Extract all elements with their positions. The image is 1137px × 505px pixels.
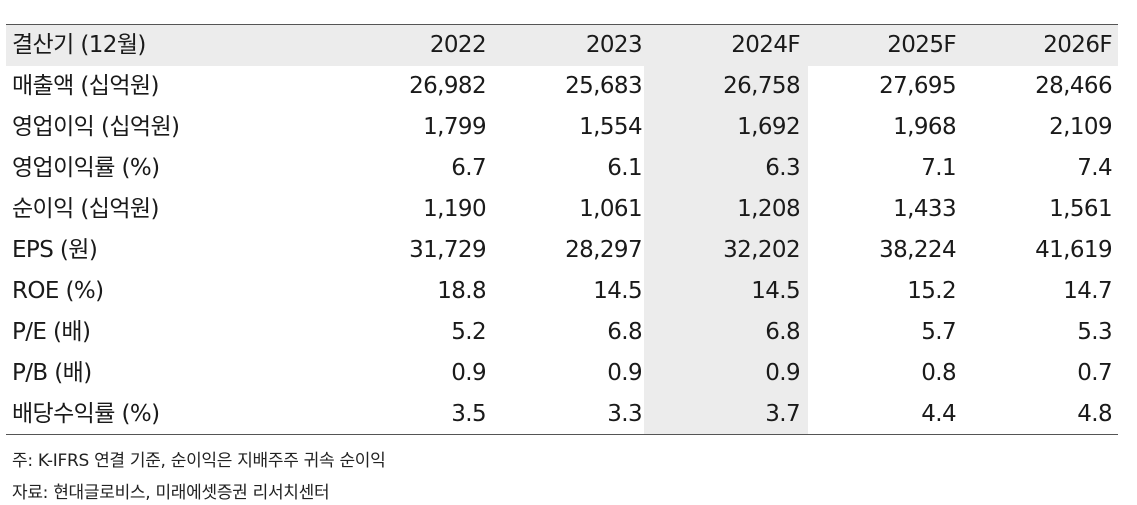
top-rule — [6, 24, 1118, 25]
row-label: P/E (배) — [12, 319, 91, 345]
table-row: P/E (배) 5.2 6.8 6.8 5.7 5.3 — [6, 312, 1118, 353]
row-value: 0.7 — [1077, 360, 1112, 386]
row-value: 31,729 — [409, 237, 486, 263]
highlighted-column-2024f — [644, 66, 808, 434]
row-value: 1,554 — [579, 114, 642, 140]
table-row: 순이익 (십억원) 1,190 1,061 1,208 1,433 1,561 — [6, 189, 1118, 230]
row-value: 4.4 — [921, 401, 956, 427]
row-value: 6.3 — [765, 155, 800, 181]
row-value: 14.5 — [751, 278, 800, 304]
row-label: P/B (배) — [12, 360, 92, 386]
header-year: 2024F — [731, 32, 800, 58]
row-value: 0.9 — [765, 360, 800, 386]
row-value: 6.7 — [451, 155, 486, 181]
row-value: 1,190 — [423, 196, 486, 222]
row-value: 1,061 — [579, 196, 642, 222]
row-value: 32,202 — [723, 237, 800, 263]
table-row: 영업이익률 (%) 6.7 6.1 6.3 7.1 7.4 — [6, 148, 1118, 189]
row-value: 5.3 — [1077, 319, 1112, 345]
row-label: 매출액 (십억원) — [12, 73, 159, 99]
row-value: 26,758 — [723, 73, 800, 99]
row-value: 0.8 — [921, 360, 956, 386]
row-value: 5.2 — [451, 319, 486, 345]
header-label: 결산기 (12월) — [12, 32, 146, 58]
row-value: 26,982 — [409, 73, 486, 99]
row-value: 1,433 — [893, 196, 956, 222]
row-value: 14.7 — [1063, 278, 1112, 304]
row-value: 3.3 — [607, 401, 642, 427]
row-value: 6.8 — [765, 319, 800, 345]
table-row: 매출액 (십억원) 26,982 25,683 26,758 27,695 28… — [6, 66, 1118, 107]
row-value: 4.8 — [1077, 401, 1112, 427]
row-value: 0.9 — [451, 360, 486, 386]
row-label: ROE (%) — [12, 278, 104, 304]
table-footnote: 주: K-IFRS 연결 기준, 순이익은 지배주주 귀속 순이익 — [12, 451, 386, 471]
row-value: 6.8 — [607, 319, 642, 345]
row-value: 0.9 — [607, 360, 642, 386]
table-row: P/B (배) 0.9 0.9 0.9 0.8 0.7 — [6, 353, 1118, 394]
row-value: 1,208 — [737, 196, 800, 222]
row-value: 41,619 — [1035, 237, 1112, 263]
table-row: ROE (%) 18.8 14.5 14.5 15.2 14.7 — [6, 271, 1118, 312]
row-value: 3.7 — [765, 401, 800, 427]
row-value: 1,561 — [1049, 196, 1112, 222]
header-row-background — [6, 25, 1118, 66]
row-value: 38,224 — [879, 237, 956, 263]
row-value: 14.5 — [593, 278, 642, 304]
header-year: 2023 — [585, 32, 643, 58]
row-label: 영업이익률 (%) — [12, 155, 160, 181]
row-value: 27,695 — [879, 73, 956, 99]
row-value: 7.1 — [921, 155, 956, 181]
row-value: 28,297 — [565, 237, 642, 263]
row-value: 1,692 — [737, 114, 800, 140]
row-value: 15.2 — [907, 278, 956, 304]
table-row: EPS (원) 31,729 28,297 32,202 38,224 41,6… — [6, 230, 1118, 271]
table-header-row: 결산기 (12월) 2022 2023 2024F 2025F 2026F — [6, 25, 1118, 66]
row-value: 3.5 — [451, 401, 486, 427]
header-year: 2025F — [887, 32, 956, 58]
header-year: 2022 — [429, 32, 487, 58]
row-value: 25,683 — [565, 73, 642, 99]
row-label: EPS (원) — [12, 237, 98, 263]
row-value: 28,466 — [1035, 73, 1112, 99]
table-row: 영업이익 (십억원) 1,799 1,554 1,692 1,968 2,109 — [6, 107, 1118, 148]
row-value: 7.4 — [1077, 155, 1112, 181]
row-value: 5.7 — [921, 319, 956, 345]
bottom-rule — [6, 434, 1118, 435]
row-value: 6.1 — [607, 155, 642, 181]
row-label: 순이익 (십억원) — [12, 196, 159, 222]
table-source: 자료: 현대글로비스, 미래에셋증권 리서치센터 — [12, 483, 330, 503]
row-value: 1,799 — [423, 114, 486, 140]
row-label: 영업이익 (십억원) — [12, 114, 180, 140]
header-year: 2026F — [1043, 32, 1112, 58]
row-value: 18.8 — [437, 278, 486, 304]
table-row: 배당수익률 (%) 3.5 3.3 3.7 4.4 4.8 — [6, 394, 1118, 435]
row-value: 2,109 — [1049, 114, 1112, 140]
row-value: 1,968 — [893, 114, 956, 140]
row-label: 배당수익률 (%) — [12, 401, 160, 427]
